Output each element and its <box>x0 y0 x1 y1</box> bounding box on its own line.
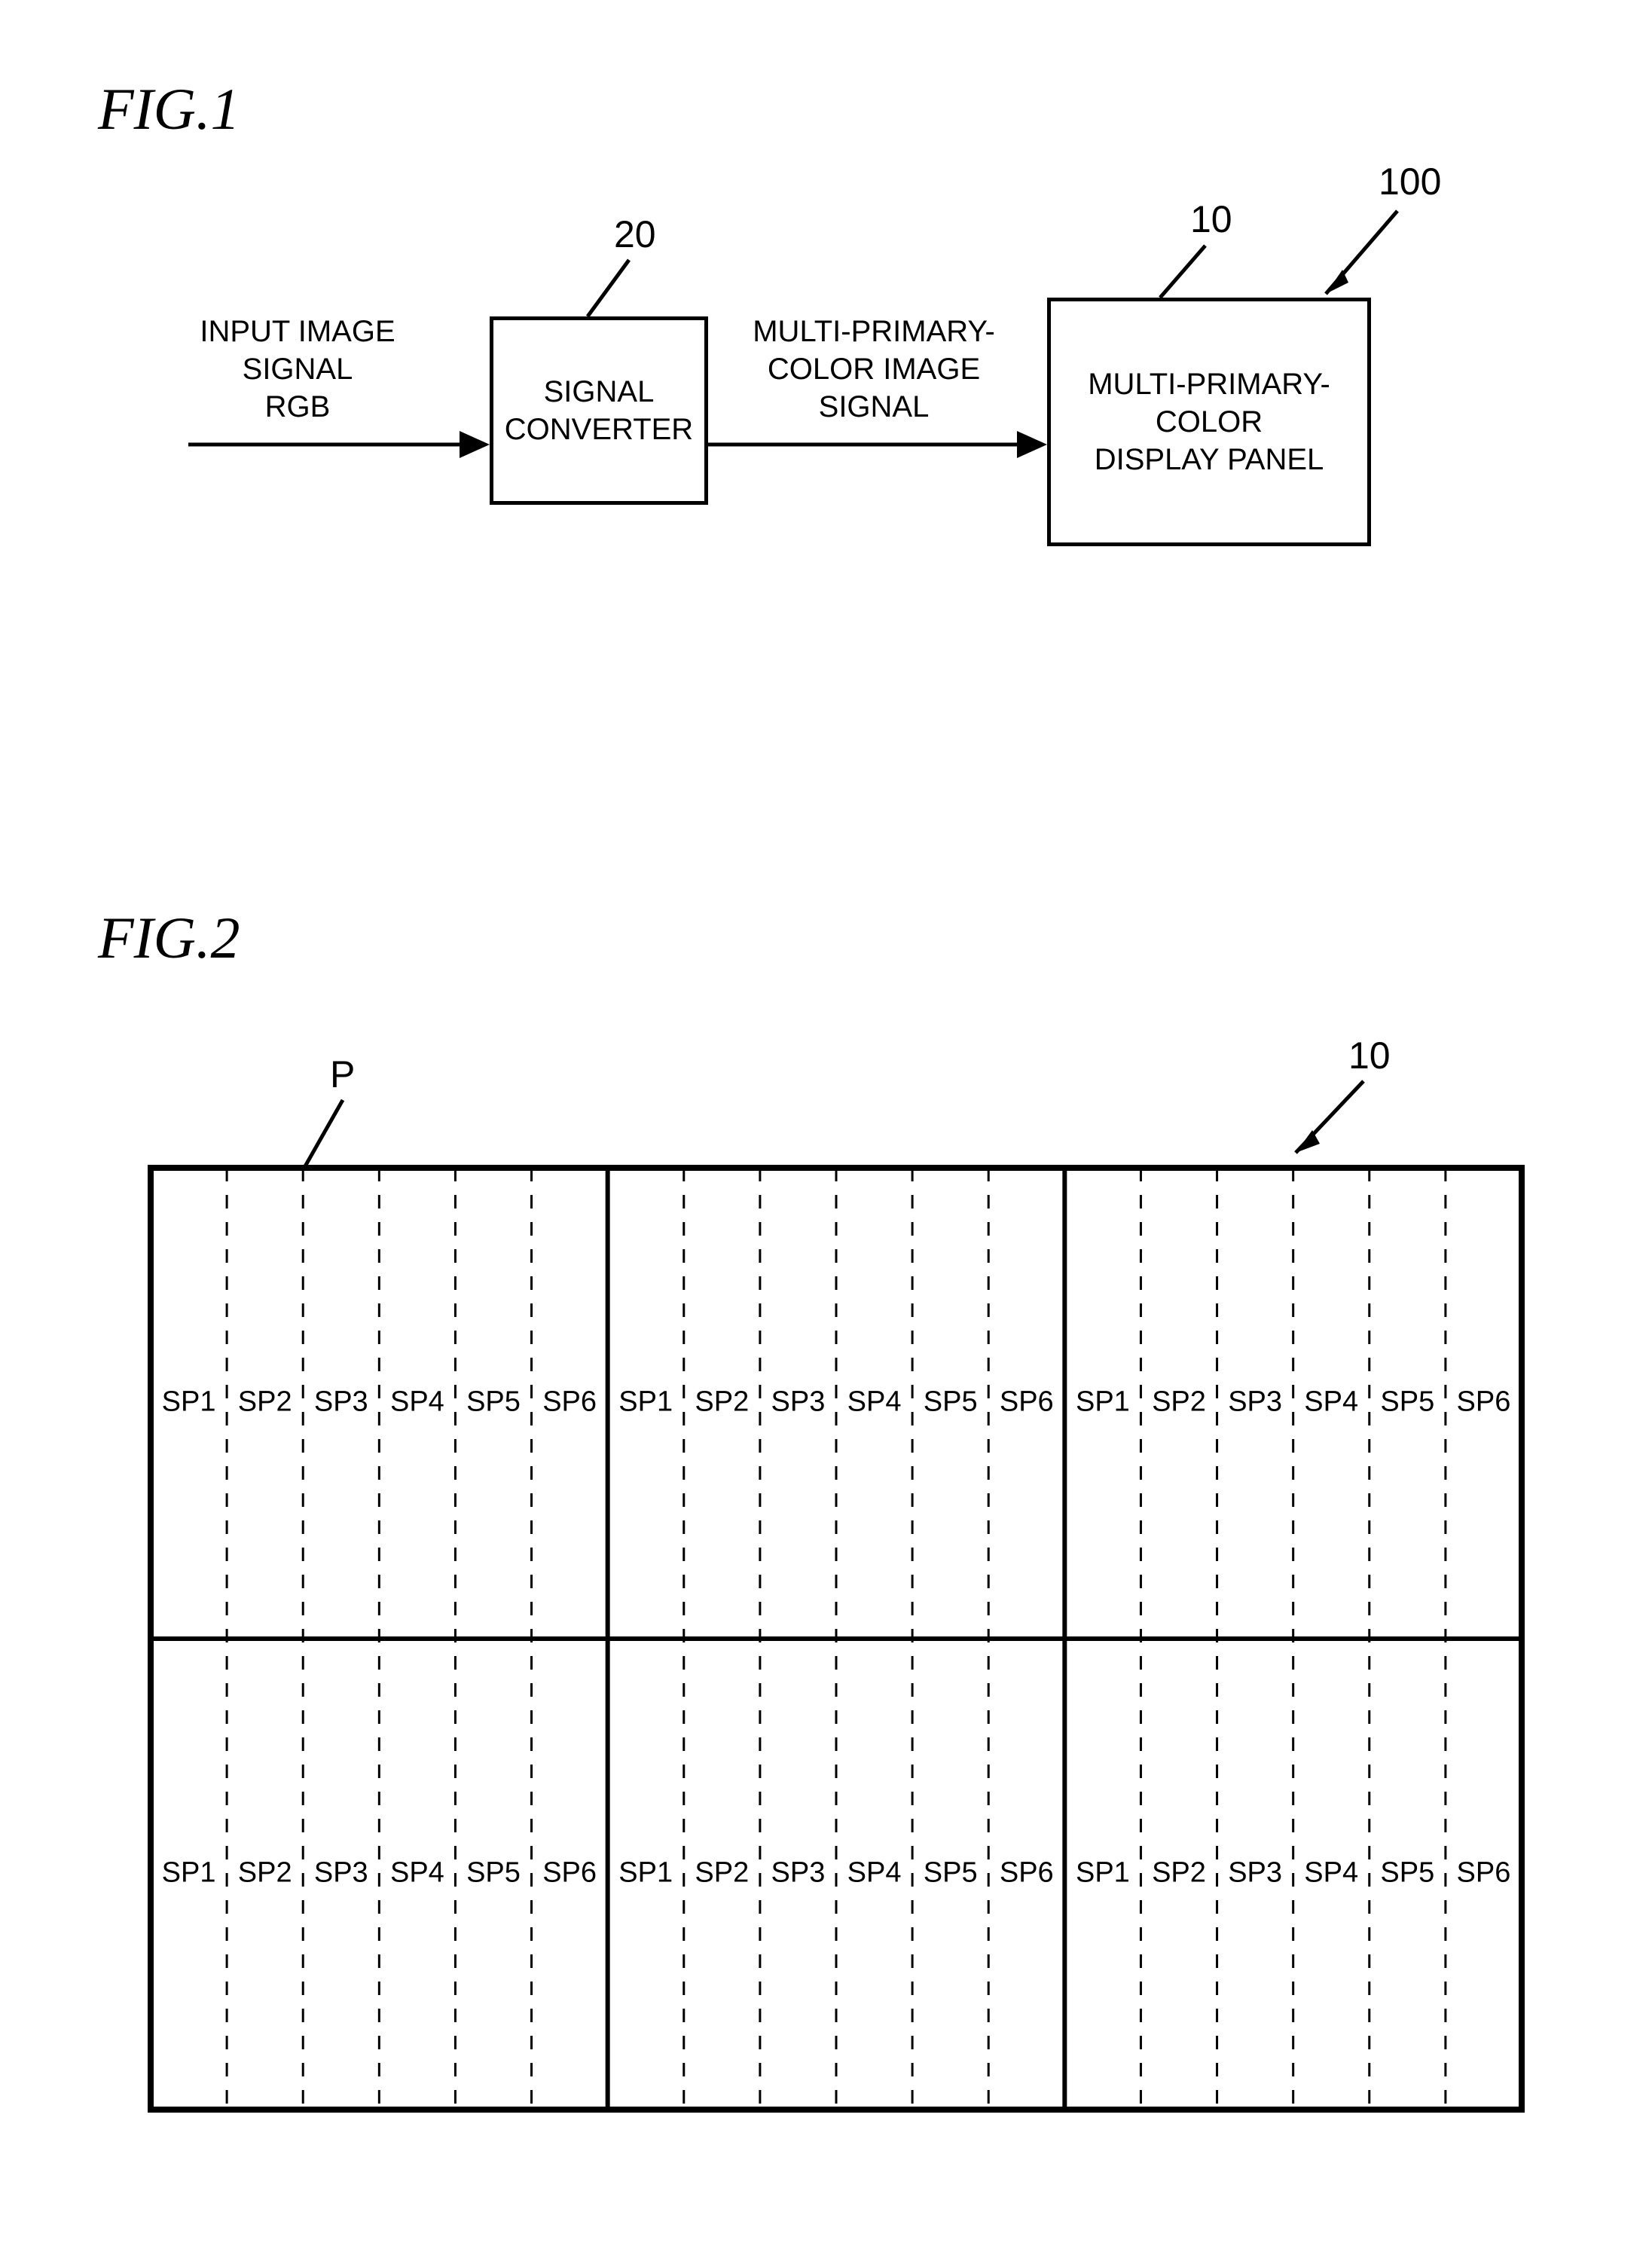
subpixel-label: SP1 <box>162 1386 216 1418</box>
subpixel-label: SP1 <box>1076 1386 1130 1418</box>
subpixel-label: SP2 <box>695 1386 749 1418</box>
subpixel-label: SP5 <box>1380 1386 1434 1418</box>
subpixel-label: SP2 <box>1152 1857 1206 1889</box>
subpixel-label: SP6 <box>542 1857 597 1889</box>
subpixel-label: SP3 <box>314 1386 368 1418</box>
subpixel-label: SP2 <box>695 1857 749 1889</box>
subpixel-label: SP1 <box>162 1857 216 1889</box>
subpixel-label: SP3 <box>1228 1386 1282 1418</box>
subpixel-label: SP4 <box>847 1386 902 1418</box>
subpixel-label: SP4 <box>847 1857 902 1889</box>
subpixel-label: SP1 <box>618 1857 673 1889</box>
subpixel-label: SP5 <box>466 1857 521 1889</box>
subpixel-label: SP4 <box>1304 1386 1358 1418</box>
subpixel-label: SP6 <box>1457 1857 1511 1889</box>
subpixel-label: SP6 <box>1457 1386 1511 1418</box>
subpixel-label: SP6 <box>542 1386 597 1418</box>
page: FIG.1 100 20 10 INPUT IMAGE SIGNAL RGB S… <box>0 0 1652 2252</box>
subpixel-label: SP3 <box>771 1857 826 1889</box>
subpixel-label: SP4 <box>390 1857 444 1889</box>
subpixel-label: SP1 <box>1076 1857 1130 1889</box>
subpixel-label: SP5 <box>924 1386 978 1418</box>
subpixel-label: SP2 <box>238 1386 292 1418</box>
subpixel-label: SP4 <box>390 1386 444 1418</box>
subpixel-label: SP4 <box>1304 1857 1358 1889</box>
subpixel-label: SP5 <box>1380 1857 1434 1889</box>
subpixel-label: SP3 <box>1228 1857 1282 1889</box>
subpixel-label: SP6 <box>1000 1386 1054 1418</box>
subpixel-label: SP5 <box>466 1386 521 1418</box>
subpixel-label: SP2 <box>238 1857 292 1889</box>
subpixel-label: SP3 <box>771 1386 826 1418</box>
subpixel-label: SP6 <box>1000 1857 1054 1889</box>
fig2-grid: SP1 SP2 SP3 SP4 SP5 SP6 SP1 SP2 SP3 SP4 SP5 SP6 SP1 S… <box>0 0 1652 2252</box>
subpixel-label: SP2 <box>1152 1386 1206 1418</box>
subpixel-label: SP5 <box>924 1857 978 1889</box>
subpixel-label: SP1 <box>618 1386 673 1418</box>
subpixel-label: SP3 <box>314 1857 368 1889</box>
